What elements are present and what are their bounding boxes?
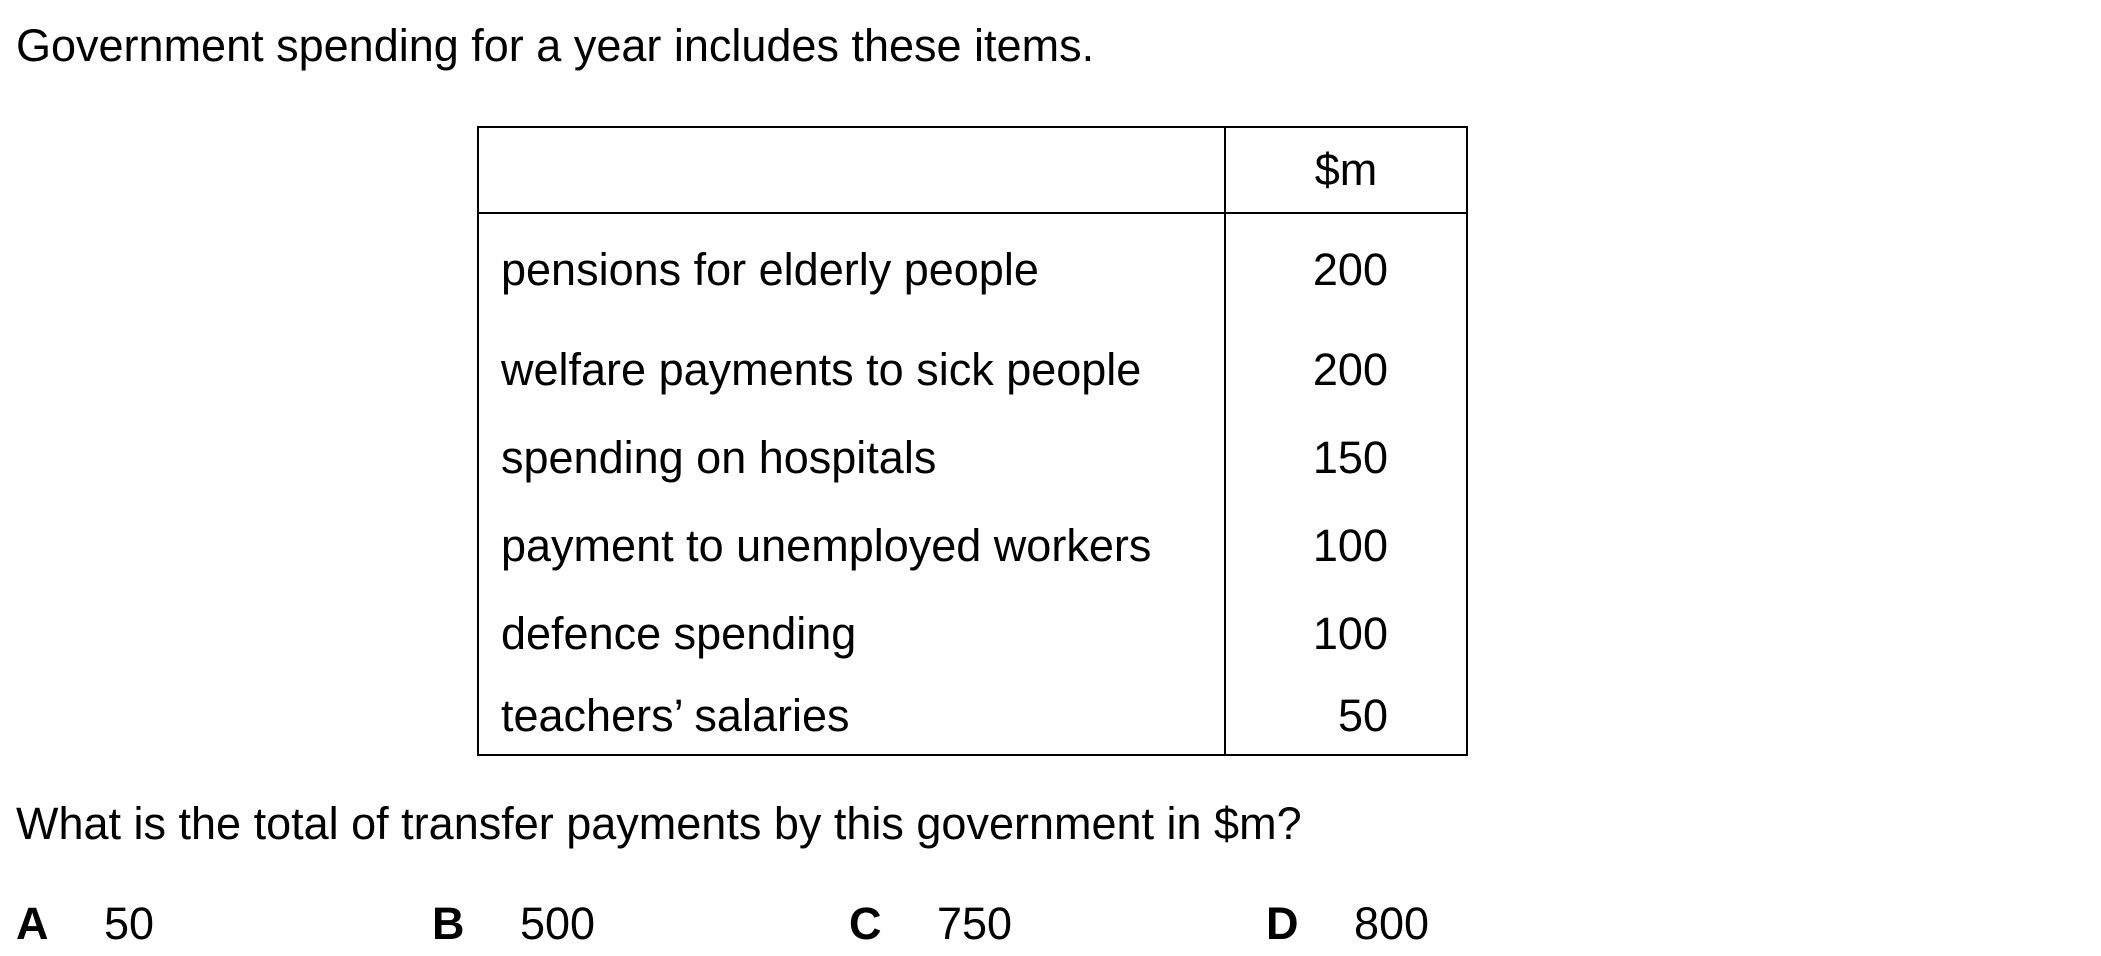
option-value: 750 <box>937 898 1013 949</box>
row-value: 200 <box>1224 213 1468 326</box>
option-letter: D <box>1266 898 1299 949</box>
unit-column-header: $m <box>1224 126 1468 214</box>
row-item-label: defence spending <box>477 590 1226 678</box>
row-value: 100 <box>1224 590 1468 678</box>
option-c[interactable]: C 750 <box>849 896 1012 952</box>
option-d[interactable]: D 800 <box>1266 896 1429 952</box>
row-item-label: payment to unemployed workers <box>477 502 1226 590</box>
option-letter: B <box>432 898 465 949</box>
table-row: pensions for elderly people 200 <box>477 213 1468 326</box>
option-a[interactable]: A 50 <box>16 896 154 952</box>
question-text: What is the total of transfer payments b… <box>16 798 1302 849</box>
row-value: 200 <box>1224 326 1468 414</box>
option-value: 500 <box>520 898 596 949</box>
row-value: 100 <box>1224 502 1468 590</box>
table-row: welfare payments to sick people 200 <box>477 326 1468 414</box>
intro-text: Government spending for a year includes … <box>16 20 1095 71</box>
spending-table-grid: $m pensions for elderly people 200 welfa… <box>477 126 1468 756</box>
row-value: 50 <box>1224 678 1468 756</box>
table-row: spending on hospitals 150 <box>477 414 1468 502</box>
row-value: 150 <box>1224 414 1468 502</box>
option-value: 800 <box>1354 898 1430 949</box>
row-item-label: spending on hospitals <box>477 414 1226 502</box>
row-item-label: welfare payments to sick people <box>477 326 1226 414</box>
answer-options: A 50 B 500 C 750 D 800 <box>0 896 2101 956</box>
row-item-label: teachers’ salaries <box>477 678 1226 756</box>
option-letter: A <box>16 898 49 949</box>
table-row: defence spending 100 <box>477 590 1468 678</box>
table-row: teachers’ salaries 50 <box>477 678 1468 756</box>
spending-table: $m pensions for elderly people 200 welfa… <box>477 126 1468 756</box>
table-header-row: $m <box>477 126 1468 214</box>
table-row: payment to unemployed workers 100 <box>477 502 1468 590</box>
row-item-label: pensions for elderly people <box>477 213 1226 326</box>
option-value: 50 <box>104 898 155 949</box>
option-b[interactable]: B 500 <box>432 896 595 952</box>
item-column-header <box>477 126 1226 214</box>
option-letter: C <box>849 898 882 949</box>
